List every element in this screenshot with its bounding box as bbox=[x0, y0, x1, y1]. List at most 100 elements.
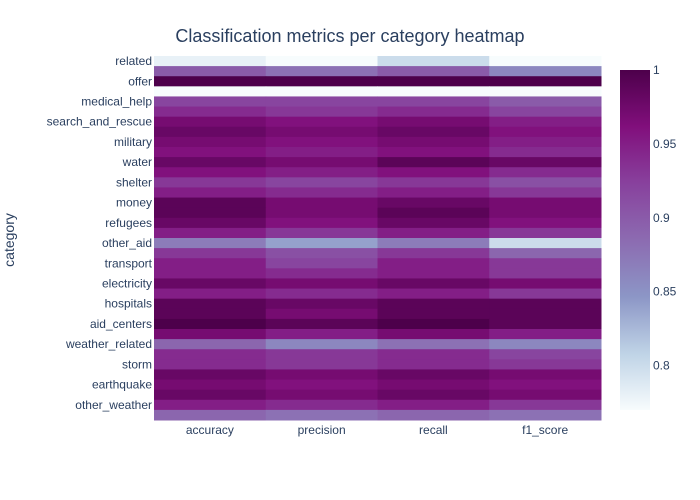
heatmap-cell bbox=[265, 359, 378, 370]
y-tick-label: shelter bbox=[116, 175, 152, 189]
heatmap-cell bbox=[489, 76, 602, 87]
heatmap-cell bbox=[265, 197, 378, 209]
y-axis-label: category bbox=[1, 213, 17, 267]
heatmap-cell bbox=[154, 278, 267, 290]
heatmap-cell bbox=[489, 197, 602, 209]
heatmap-cell bbox=[377, 288, 490, 300]
heatmap-cell bbox=[154, 227, 267, 239]
heatmap-cell bbox=[489, 66, 602, 77]
heatmap-cell bbox=[265, 56, 378, 67]
heatmap-cell bbox=[154, 96, 267, 108]
heatmap-cell bbox=[265, 409, 378, 421]
colorbar-tick-label: 0.8 bbox=[653, 359, 670, 373]
heatmap-cell bbox=[489, 56, 602, 67]
heatmap-cell bbox=[377, 157, 490, 168]
heatmap-cell bbox=[265, 248, 378, 259]
heatmap-cell bbox=[489, 389, 602, 401]
heatmap-cell bbox=[154, 66, 267, 77]
heatmap-cell bbox=[154, 329, 267, 340]
heatmap-cell bbox=[265, 238, 378, 249]
heatmap-cell bbox=[377, 238, 490, 249]
x-tick-label: recall bbox=[419, 423, 448, 437]
heatmap-cell bbox=[154, 217, 267, 229]
heatmap-cell bbox=[265, 76, 378, 87]
heatmap-cell bbox=[265, 298, 378, 310]
heatmap-cell bbox=[377, 106, 490, 118]
heatmap-cell bbox=[265, 116, 378, 128]
heatmap-cell bbox=[489, 278, 602, 290]
y-tick-label: other_aid bbox=[102, 236, 152, 250]
heatmap-cell bbox=[489, 106, 602, 118]
heatmap-cell bbox=[377, 217, 490, 229]
heatmap-cell bbox=[377, 379, 490, 391]
heatmap-cell bbox=[377, 258, 490, 269]
y-tick-label: other_weather bbox=[75, 398, 152, 412]
heatmap-cell bbox=[377, 369, 490, 381]
y-tick-label: search_and_rescue bbox=[47, 115, 153, 129]
heatmap-cell bbox=[154, 76, 267, 87]
heatmap-cell bbox=[377, 187, 490, 199]
heatmap-cell bbox=[377, 96, 490, 108]
heatmap-cell bbox=[154, 157, 267, 168]
heatmap-cell bbox=[265, 66, 378, 77]
heatmap-cell bbox=[377, 389, 490, 401]
heatmap-cell bbox=[265, 157, 378, 168]
colorbar bbox=[620, 70, 650, 410]
heatmap-cell bbox=[489, 308, 602, 320]
heatmap-cell bbox=[154, 147, 267, 158]
x-tick-label: f1_score bbox=[522, 423, 568, 437]
heatmap-cell bbox=[265, 86, 378, 97]
heatmap-cell bbox=[377, 409, 490, 421]
heatmap-cell bbox=[154, 409, 267, 421]
heatmap-cell bbox=[489, 248, 602, 259]
heatmap-cell bbox=[377, 359, 490, 370]
heatmap-cell bbox=[377, 318, 490, 330]
heatmap-cell bbox=[265, 308, 378, 320]
heatmap-cell bbox=[489, 187, 602, 199]
heatmap-cell bbox=[154, 126, 267, 138]
heatmap-cell bbox=[377, 308, 490, 320]
heatmap-cell bbox=[154, 288, 267, 300]
heatmap-cell bbox=[265, 318, 378, 330]
heatmap-cell bbox=[265, 278, 378, 290]
heatmap-cell bbox=[489, 157, 602, 168]
y-tick-label: earthquake bbox=[92, 378, 152, 392]
heatmap-cell bbox=[377, 86, 490, 97]
heatmap-cell bbox=[154, 56, 267, 67]
heatmap-cell bbox=[154, 86, 267, 97]
heatmap-cell bbox=[377, 197, 490, 209]
heatmap-cell bbox=[489, 177, 602, 188]
y-tick-label: related bbox=[115, 54, 152, 68]
heatmap-cell bbox=[265, 217, 378, 229]
colorbar-tick-label: 0.95 bbox=[653, 137, 677, 151]
colorbar-tick-label: 0.9 bbox=[653, 211, 670, 225]
heatmap-cell bbox=[489, 268, 602, 279]
heatmap-cell bbox=[265, 329, 378, 340]
heatmap-cell bbox=[489, 116, 602, 128]
heatmap-cell bbox=[489, 288, 602, 300]
heatmap-cell bbox=[154, 389, 267, 401]
heatmap-cell bbox=[265, 136, 378, 148]
heatmap-cell bbox=[489, 349, 602, 360]
heatmap-cell bbox=[154, 248, 267, 259]
x-tick-labels: accuracy precision recall f1_score bbox=[186, 423, 569, 437]
heatmap-cell bbox=[154, 207, 267, 219]
heatmap-cell bbox=[489, 126, 602, 138]
y-tick-label: offer bbox=[128, 74, 152, 88]
chart-title: Classification metrics per category heat… bbox=[175, 26, 524, 46]
y-tick-labels: related offer medical_help search_and_rescu… bbox=[47, 54, 153, 412]
heatmap-cell bbox=[154, 399, 267, 411]
heatmap-cell bbox=[377, 278, 490, 290]
y-tick-label: weather_related bbox=[65, 337, 152, 351]
heatmap-cell bbox=[154, 258, 267, 269]
heatmap-cell bbox=[377, 76, 490, 87]
heatmap-cell bbox=[265, 227, 378, 239]
heatmap-cell bbox=[154, 116, 267, 128]
heatmap-cell bbox=[377, 116, 490, 128]
heatmap-cells bbox=[154, 56, 602, 421]
heatmap-cell bbox=[265, 147, 378, 158]
heatmap-cell bbox=[154, 197, 267, 209]
heatmap-cell bbox=[489, 359, 602, 370]
y-tick-label: electricity bbox=[102, 277, 152, 291]
